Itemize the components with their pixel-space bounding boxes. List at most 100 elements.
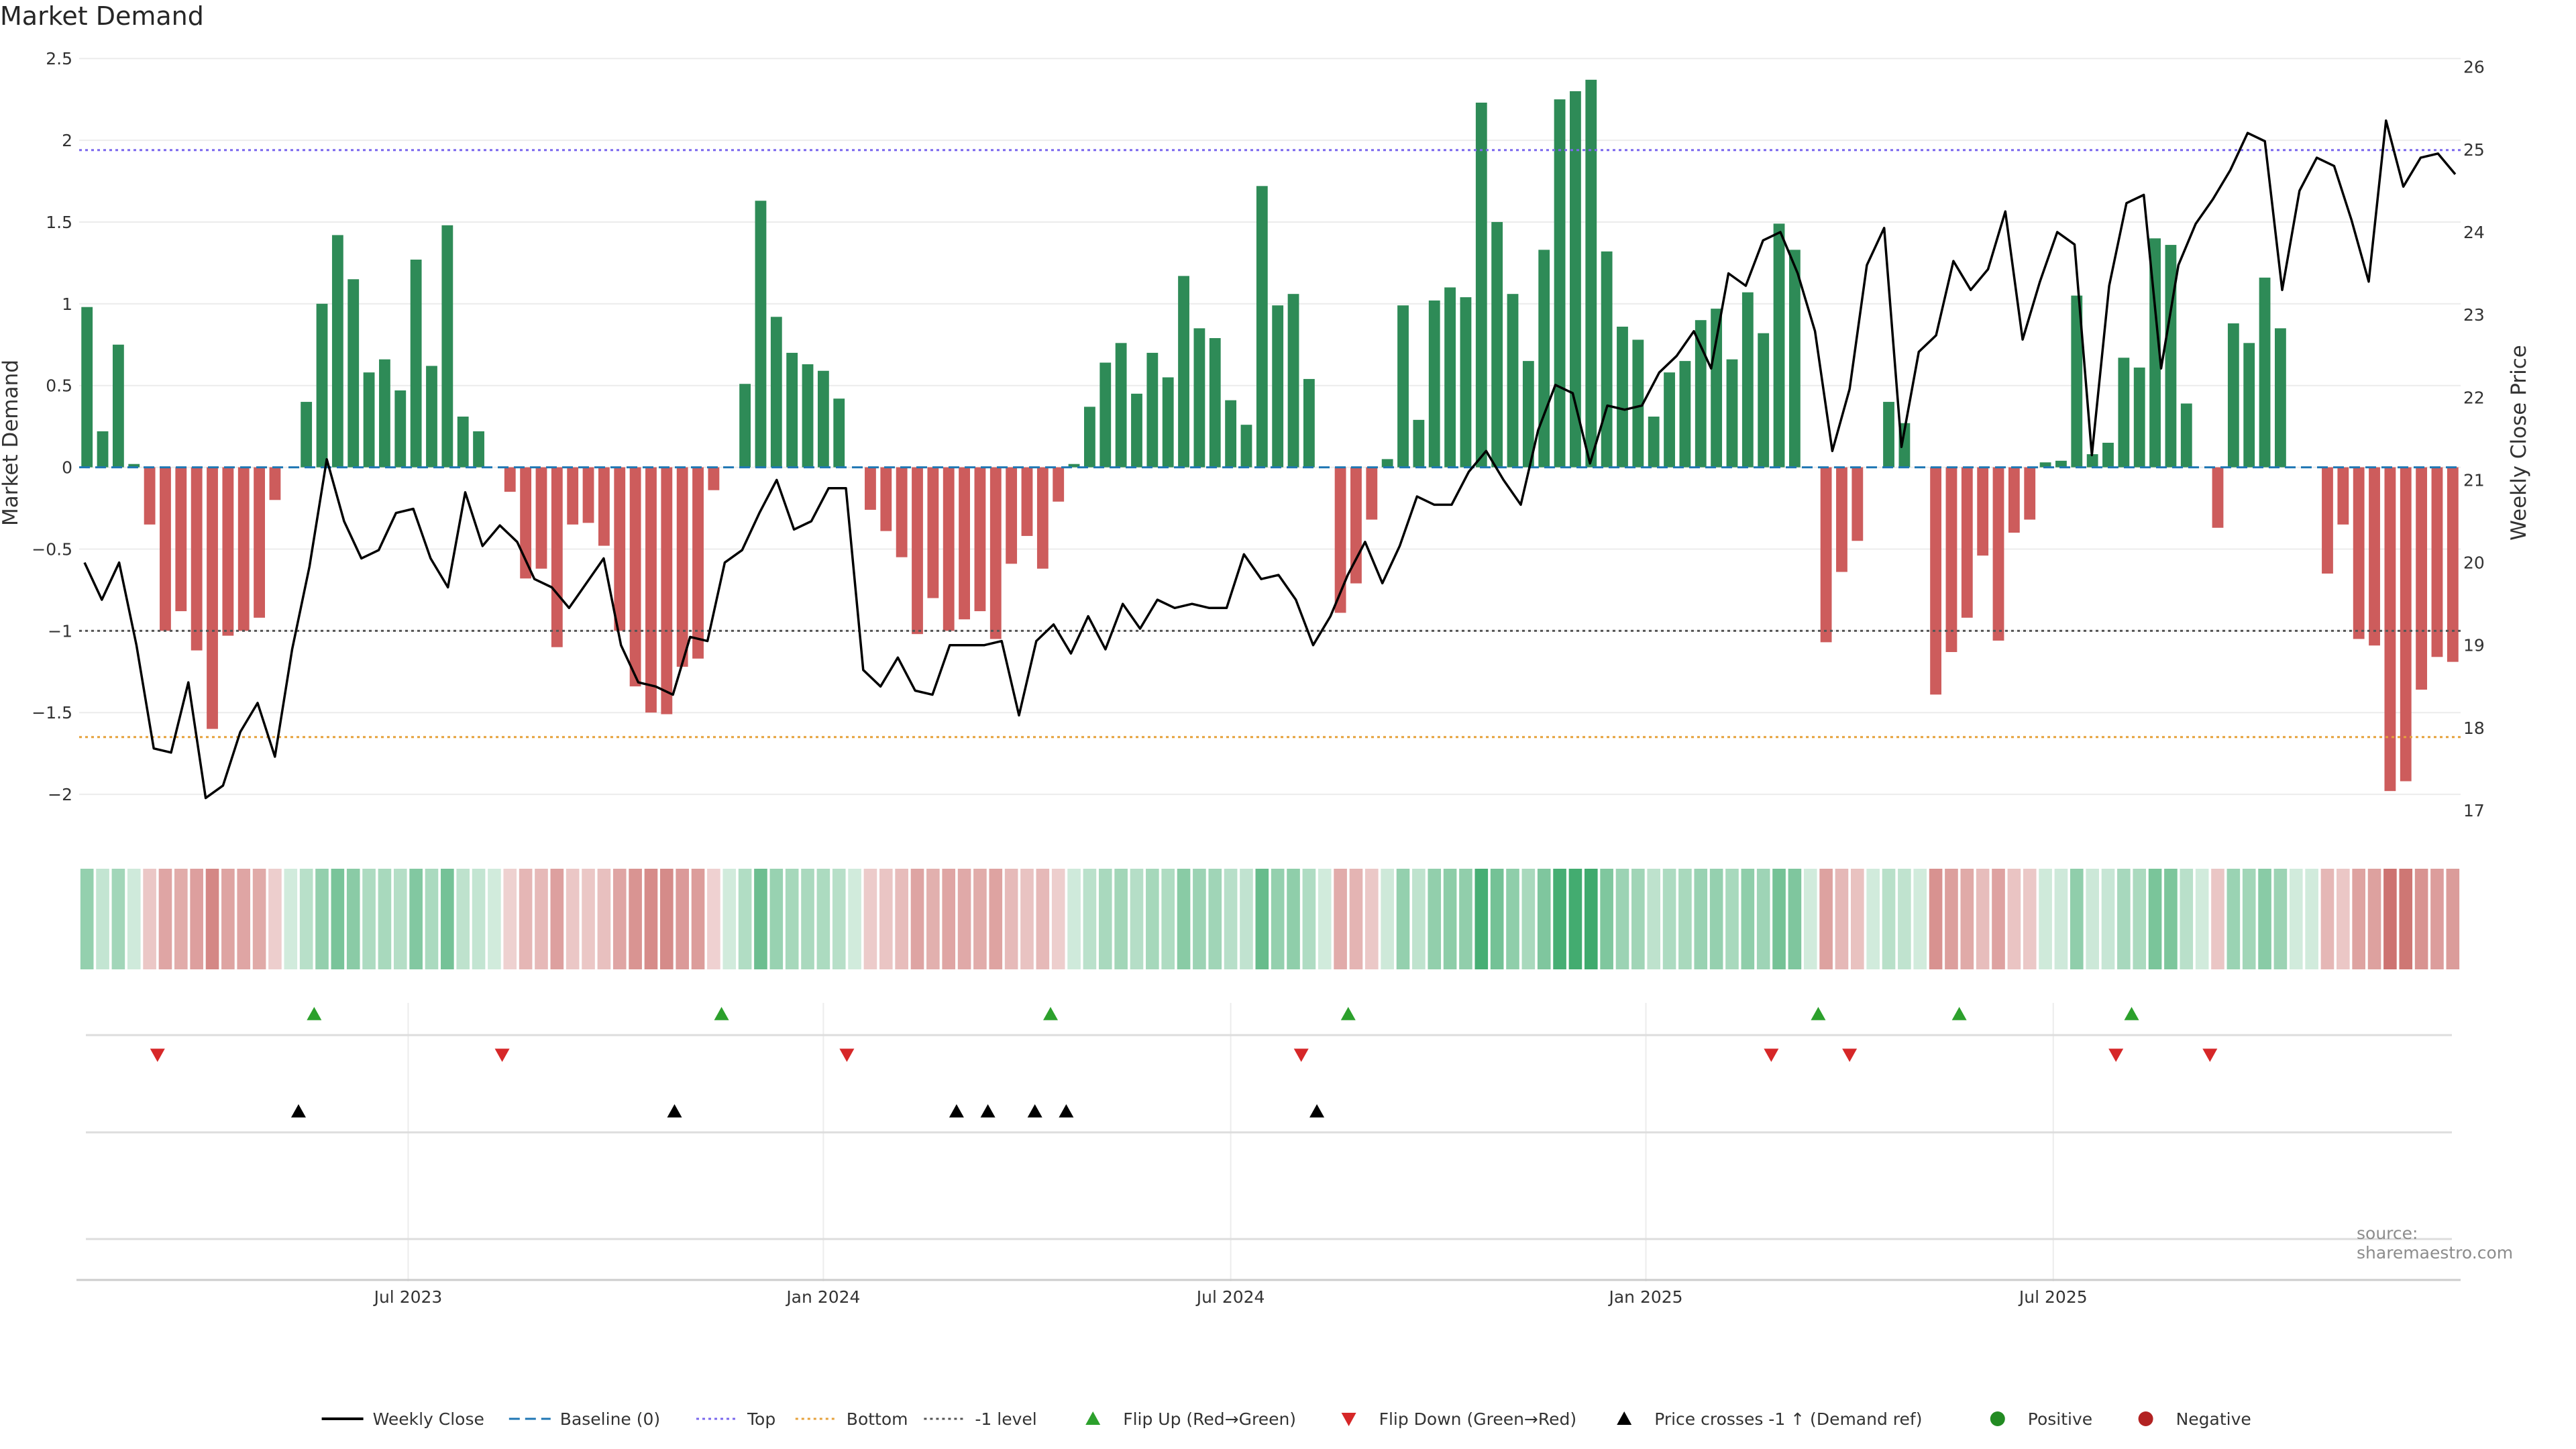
heat-cell xyxy=(1161,869,1175,969)
heat-cell xyxy=(722,869,737,969)
demand-bar xyxy=(974,467,986,612)
heat-cell xyxy=(738,869,752,969)
heat-cell xyxy=(2383,869,2397,969)
heat-cell xyxy=(1913,869,1927,969)
y2-tick-label: 21 xyxy=(2463,470,2485,490)
demand-bar xyxy=(1178,276,1189,468)
price-cross-marker xyxy=(667,1104,682,1118)
demand-bar xyxy=(1334,467,1346,613)
demand-bar xyxy=(567,467,579,525)
heat-cell xyxy=(629,869,642,969)
demand-bar xyxy=(1225,400,1237,468)
heat-cell xyxy=(158,869,172,969)
x-axis: Jul 2023 Jan 2024 Jul 2024 Jan 2025 Jul 2025 xyxy=(76,1279,2461,1307)
demand-bar xyxy=(1381,459,1393,468)
heat-cell xyxy=(1945,869,1958,969)
heat-cell xyxy=(2054,869,2068,969)
demand-bar xyxy=(301,402,313,468)
demand-bar xyxy=(1287,294,1299,468)
heat-cell xyxy=(848,869,861,969)
demand-bar xyxy=(363,372,375,468)
heat-cell xyxy=(425,869,439,969)
demand-bar xyxy=(2008,467,2020,533)
legend-label: Flip Up (Red→Green) xyxy=(1123,1409,1296,1429)
heat-cell xyxy=(1537,869,1551,969)
heat-cell xyxy=(2007,869,2021,969)
heat-cell xyxy=(801,869,814,969)
y-tick-label: 1.5 xyxy=(46,213,72,232)
demand-bar xyxy=(379,359,390,468)
demand-bar xyxy=(1773,223,1785,468)
heat-cell xyxy=(2101,869,2115,969)
flip-down-marker xyxy=(1764,1049,1779,1062)
demand-bar xyxy=(254,467,265,618)
demand-bar xyxy=(1836,467,1847,572)
heat-cell xyxy=(1098,869,1112,969)
heat-cell xyxy=(769,869,784,969)
demand-bar xyxy=(2447,467,2459,662)
heat-cell xyxy=(754,869,767,969)
demand-bar xyxy=(1679,361,1691,468)
flip-down-marker xyxy=(2202,1049,2218,1062)
demand-bar xyxy=(473,431,484,468)
demand-bar xyxy=(1507,294,1519,468)
demand-bar xyxy=(2086,454,2098,468)
legend-item: Positive xyxy=(1990,1409,2092,1429)
price-cross-marker xyxy=(290,1104,306,1118)
heat-cell xyxy=(2446,869,2460,969)
demand-bar xyxy=(81,307,93,468)
demand-bar xyxy=(1538,250,1550,468)
heat-cell xyxy=(2399,869,2413,969)
y-tick-label: 2.5 xyxy=(46,49,72,68)
demand-bar xyxy=(269,467,281,500)
heat-cell xyxy=(111,869,125,969)
heat-cell xyxy=(612,869,627,969)
demand-bar xyxy=(2071,295,2083,468)
heat-cell xyxy=(2070,869,2084,969)
demand-bar xyxy=(989,467,1002,639)
flip-up-marker xyxy=(307,1007,322,1020)
demand-bar xyxy=(1146,352,1159,468)
demand-bar xyxy=(645,467,657,713)
heat-cell xyxy=(957,869,971,969)
price-cross-marker xyxy=(949,1104,964,1118)
demand-heat-strip xyxy=(80,869,2460,969)
demand-bar xyxy=(191,467,203,651)
heat-cell xyxy=(1662,869,1676,969)
heat-cell xyxy=(1428,869,1442,969)
demand-bar xyxy=(708,467,720,490)
demand-bar xyxy=(2118,358,2130,468)
heat-cell xyxy=(2414,869,2428,969)
demand-bar xyxy=(160,467,171,631)
demand-bar xyxy=(1397,305,1409,468)
y2-tick-label: 19 xyxy=(2463,636,2485,655)
heat-cell xyxy=(2289,869,2303,969)
demand-bar xyxy=(237,467,250,631)
demand-bar xyxy=(1115,343,1127,468)
y-tick-label: 0.5 xyxy=(46,376,72,396)
demand-bar xyxy=(1961,467,1973,618)
demand-bar xyxy=(1240,425,1252,468)
heat-cell xyxy=(1725,869,1739,969)
heat-cell xyxy=(989,869,1003,969)
demand-bar xyxy=(551,467,563,647)
y2-tick-label: 24 xyxy=(2463,223,2485,242)
heat-cell xyxy=(362,869,376,969)
demand-bar xyxy=(912,467,923,635)
demand-bar xyxy=(1648,417,1660,468)
heat-cell xyxy=(346,869,360,969)
heat-cell xyxy=(1835,869,1849,969)
heat-cell xyxy=(205,869,219,969)
demand-bar xyxy=(535,467,547,569)
heat-cell xyxy=(1067,869,1081,969)
heat-cell xyxy=(1036,869,1050,969)
heat-cell xyxy=(268,869,282,969)
demand-bar xyxy=(2212,467,2224,528)
demand-bar xyxy=(520,467,532,579)
demand-bar xyxy=(927,467,939,598)
heat-cell xyxy=(1177,869,1191,969)
heat-cell xyxy=(2117,869,2131,969)
heat-cell xyxy=(1083,869,1097,969)
flip-down-marker xyxy=(494,1049,510,1062)
heat-cell xyxy=(1615,869,1629,969)
